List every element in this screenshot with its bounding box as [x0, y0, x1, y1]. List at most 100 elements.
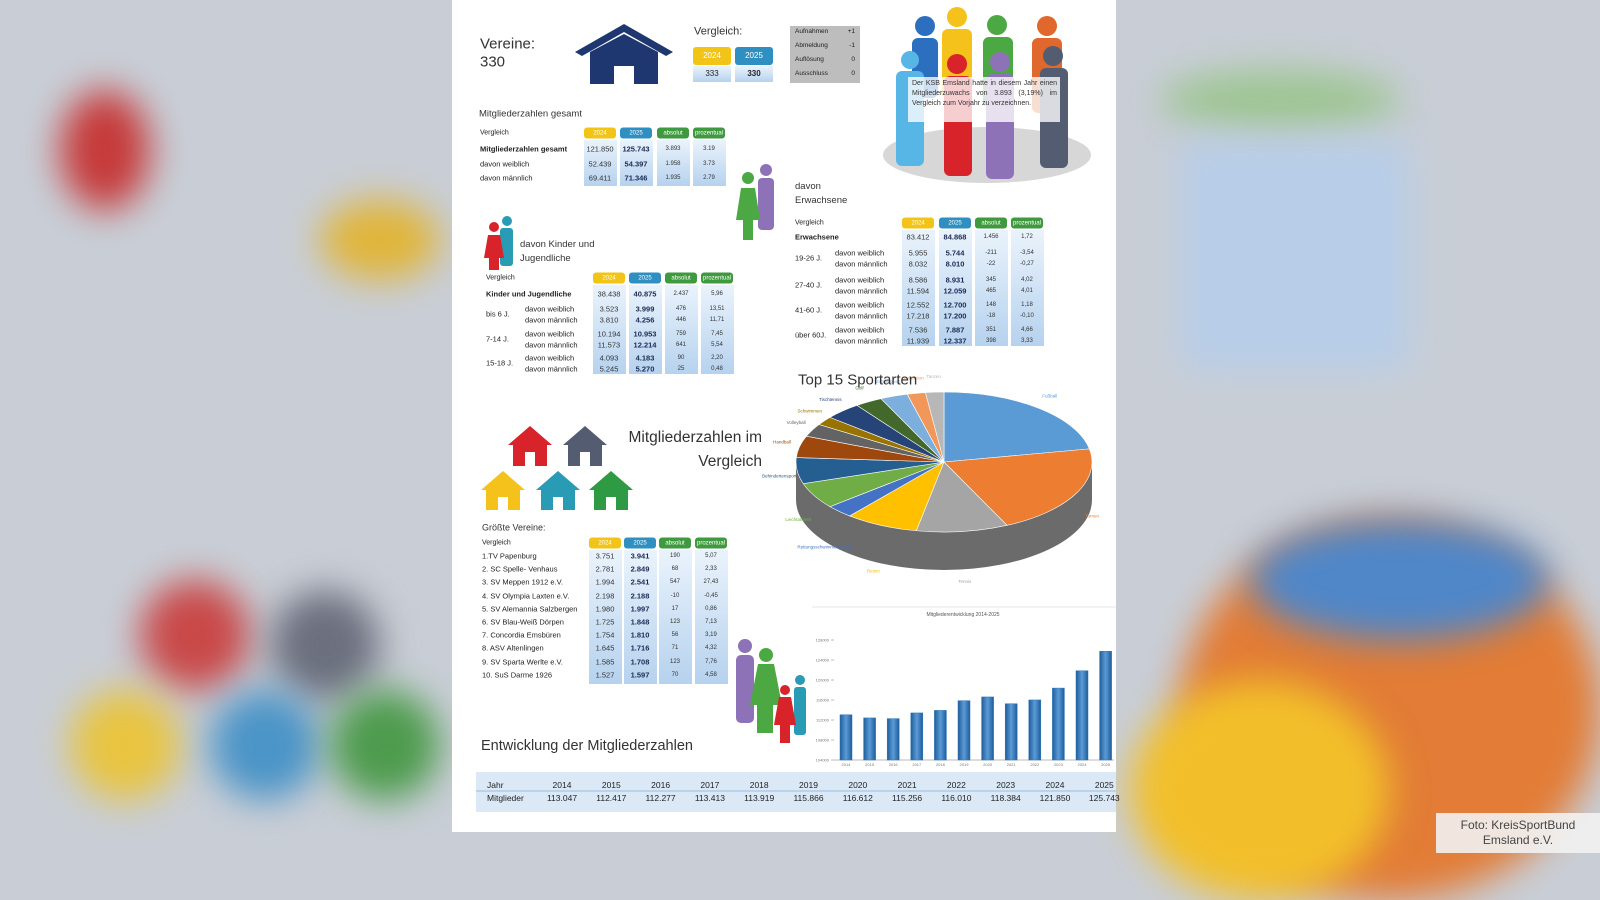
cell: 1,18: [1021, 302, 1033, 308]
cell: -18: [986, 312, 996, 319]
column-bg: [974, 230, 1008, 346]
cell: 1.994: [595, 577, 615, 587]
club-count-value: 330: [747, 69, 761, 78]
section-title: Mitgliederzahlen gesamt: [479, 108, 582, 120]
column-bg: [628, 285, 662, 374]
section-heading: Mitgliederzahlen im Vergleich: [628, 429, 762, 470]
cell: 1.716: [630, 643, 650, 653]
year-label: 2024: [703, 51, 721, 60]
club-name: 6. SV Blau-Weiß Dörpen: [482, 617, 564, 627]
clubs-count: 330: [480, 53, 506, 71]
header-pill: absolut: [975, 217, 1007, 229]
slice-label: Volleyball: [787, 420, 806, 425]
y-tick-label: 128000: [816, 638, 830, 643]
bg-blur: [320, 200, 440, 280]
change-value: 0: [851, 55, 855, 63]
member-count: 115.866: [793, 792, 824, 803]
pie-slice: [943, 448, 1093, 526]
family-icon: [736, 639, 806, 743]
header-label: Vergleich: [482, 539, 511, 547]
comparison-title: Vergleich:: [694, 25, 743, 38]
row-label: Mitglieder: [487, 792, 524, 803]
year-label: 2024: [1045, 779, 1065, 790]
slice-label: Schießsport: [876, 379, 901, 384]
bar: [839, 714, 853, 761]
cell: 4.093: [599, 353, 619, 363]
bar: [863, 717, 876, 761]
cell: -22: [986, 260, 996, 267]
member-count: 125.743: [1088, 792, 1120, 803]
member-count: 112.277: [645, 792, 676, 803]
column-bg: [623, 550, 657, 684]
cell: 3.19: [703, 146, 715, 152]
cell: 1,72: [1021, 234, 1033, 240]
header-pill: prozentual: [693, 127, 725, 139]
header-pill: 2024: [593, 272, 625, 284]
bar: [886, 718, 900, 761]
cell: 4,02: [1021, 277, 1033, 283]
cell: -211: [985, 250, 997, 256]
y-tick-label: 112000: [816, 718, 830, 723]
bar: [1004, 703, 1018, 761]
chart-title: Top 15 Sportarten: [798, 371, 918, 389]
bg-blur: [210, 690, 320, 800]
cell: 3.893: [665, 146, 681, 152]
cell: 71.346: [624, 173, 648, 183]
cell: 5.955: [908, 248, 928, 258]
header-pill: absolut: [657, 127, 689, 139]
section-title: Größte Vereine:: [482, 522, 546, 533]
x-tick-label: 2022: [1030, 762, 1040, 767]
club-name: 2. SC Spelle- Venhaus: [482, 564, 558, 574]
cell: 40.875: [633, 289, 657, 299]
year-label: 2022: [946, 779, 966, 790]
bar: [957, 700, 971, 761]
cell: 759: [675, 331, 687, 337]
cell: 38.438: [597, 289, 621, 299]
header-label: Vergleich: [480, 129, 509, 137]
cell: 5.270: [635, 363, 655, 373]
cell: 11.594: [906, 285, 930, 295]
age-group: über 60J.: [795, 330, 827, 340]
row-label: davon männlich: [835, 285, 888, 295]
cell: 2.79: [703, 175, 715, 181]
row-label: davon männlich: [525, 363, 578, 373]
section-title: davon Erwachsene: [795, 181, 848, 206]
year-label: 2023: [996, 779, 1016, 790]
cell: 54.397: [624, 158, 648, 168]
age-group: 19-26 J.: [795, 253, 823, 263]
row-label: davon männlich: [480, 173, 533, 183]
x-tick-label: 2023: [1054, 762, 1064, 767]
cell: 2.198: [595, 590, 615, 600]
cell: 123: [669, 619, 681, 625]
header-pill: 2025: [620, 127, 652, 139]
column-bg: [938, 230, 972, 346]
cell: 0,86: [705, 605, 717, 612]
year-label: 2021: [897, 779, 917, 790]
bar: [1052, 687, 1065, 761]
cell: 4,58: [705, 671, 717, 678]
cell: 1.645: [595, 643, 615, 653]
cell: 1.980: [595, 604, 615, 614]
cell: 12.700: [943, 300, 967, 310]
x-tick-label: 2024: [1078, 762, 1088, 767]
club-name: 10. SuS Darme 1926: [482, 670, 553, 680]
cell: 71: [671, 645, 679, 652]
cell: 2.781: [595, 564, 615, 574]
cell: 25: [677, 365, 685, 372]
cell: 27,43: [703, 579, 719, 586]
house-icon: [575, 24, 673, 84]
member-count: 118.384: [990, 792, 1021, 803]
cell: -0,27: [1020, 260, 1034, 267]
cell: 4.256: [635, 314, 655, 324]
header-pill: 2025: [624, 537, 656, 549]
header-pill: 2024: [589, 537, 621, 549]
club-name: 3. SV Meppen 1912 e.V.: [482, 577, 564, 587]
cell: 123: [669, 658, 681, 665]
cell: 13,51: [709, 306, 725, 312]
age-group: 27-40 J.: [795, 280, 823, 290]
row-label: Mitgliederzahlen gesamt: [480, 144, 568, 154]
column-bg: [619, 140, 653, 186]
value-bg: [735, 66, 773, 82]
row-label: davon weiblich: [525, 304, 575, 314]
cell: 1.456: [983, 234, 999, 240]
